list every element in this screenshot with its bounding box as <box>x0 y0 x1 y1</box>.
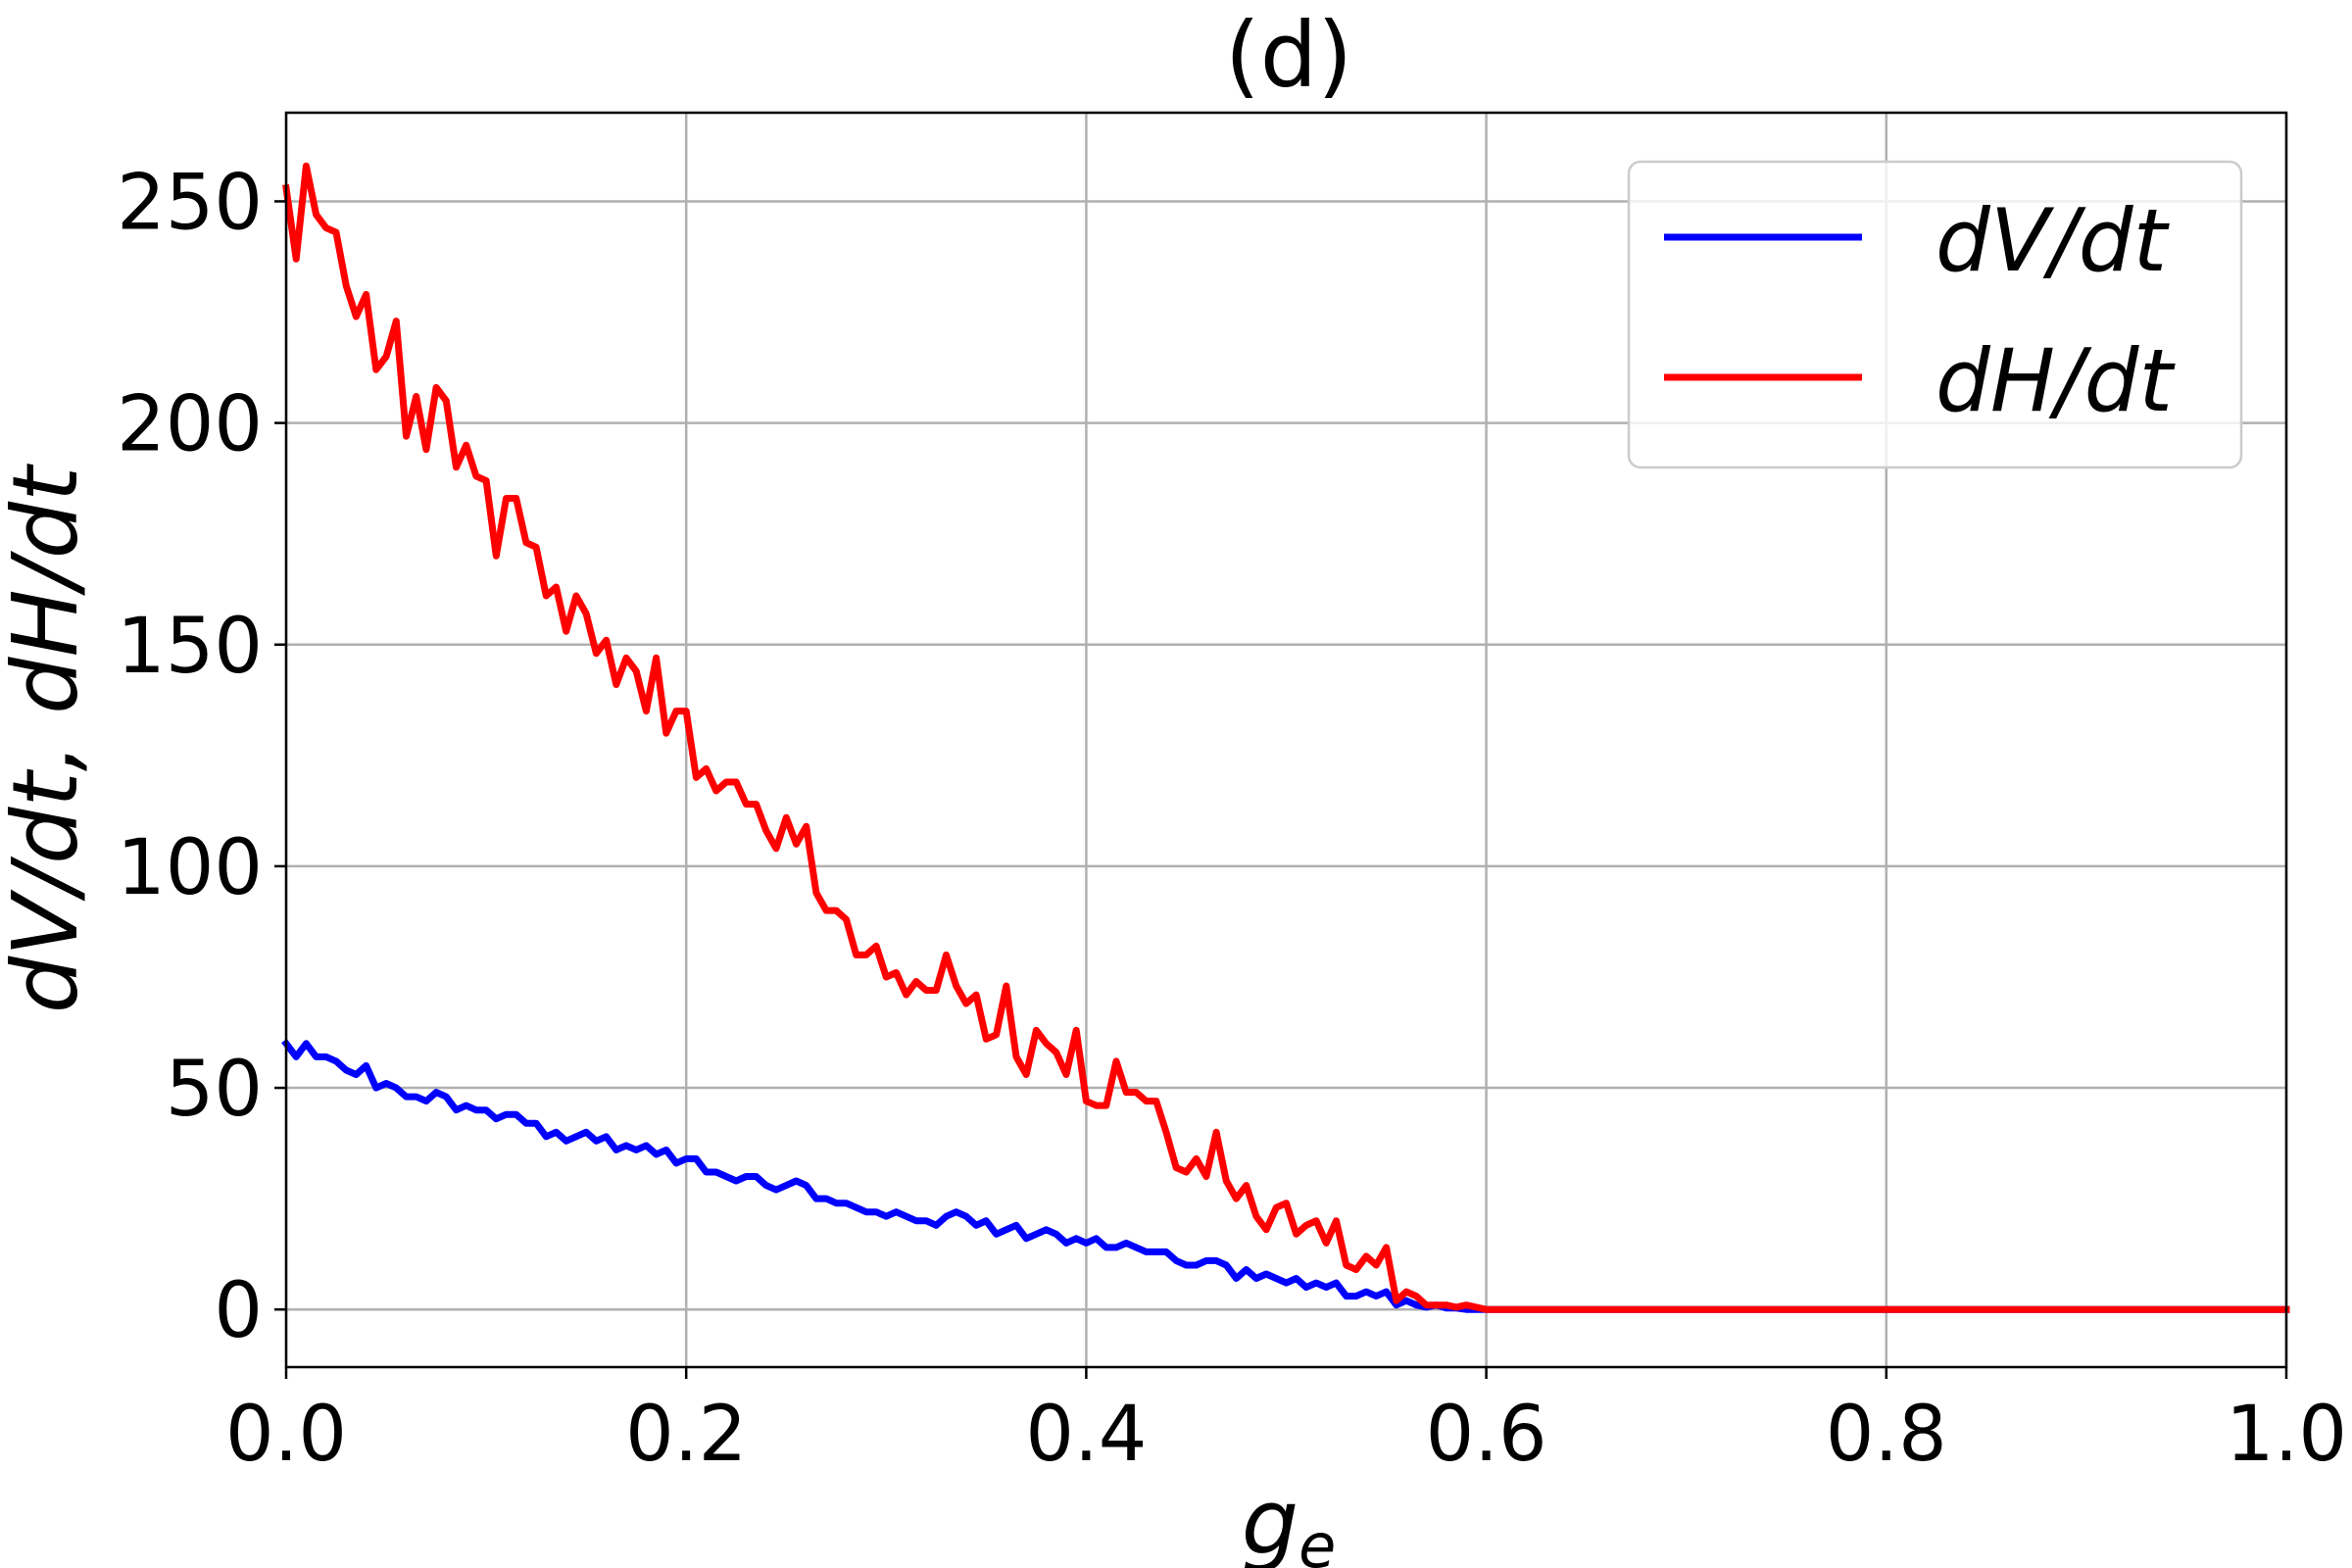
y-tick-label: 250 <box>117 159 263 247</box>
x-tick-label: 0.2 <box>625 1391 747 1479</box>
y-tick-label: 150 <box>117 603 263 691</box>
series-line-dV <box>281 1038 2290 1313</box>
series-lines <box>281 162 2290 1313</box>
y-axis-label: dV/dt, dH/dt <box>0 464 98 1013</box>
chart-title: (d) <box>1225 3 1352 108</box>
y-tick-label: 50 <box>166 1046 263 1134</box>
x-tick-label: 0.6 <box>1426 1391 1547 1479</box>
y-tick-label: 200 <box>117 381 263 469</box>
x-tick-label: 1.0 <box>2226 1391 2347 1479</box>
legend-label-dV: dV/dt <box>1936 190 2171 291</box>
x-axis-label-subscript: e <box>1298 1510 1336 1568</box>
y-tick-label: 0 <box>214 1267 263 1355</box>
x-tick-label: 0.4 <box>1025 1391 1147 1479</box>
x-axis-label-main: g <box>1242 1470 1298 1568</box>
plot-frame <box>284 111 2288 1369</box>
x-tick-label: 0.8 <box>1826 1391 1947 1479</box>
legend: dV/dt dH/dt <box>1627 160 2243 469</box>
x-tick-label: 0.0 <box>225 1391 347 1479</box>
x-axis-label: ge <box>1242 1470 1337 1568</box>
y-tick-label: 100 <box>117 824 263 912</box>
axis-ticks: 0.0 0.2 0.4 0.6 0.8 1.0 0 50 100 150 200 250 <box>117 159 2347 1479</box>
legend-label-dH: dH/dt <box>1936 330 2177 431</box>
series-line-dH <box>282 162 2290 1313</box>
